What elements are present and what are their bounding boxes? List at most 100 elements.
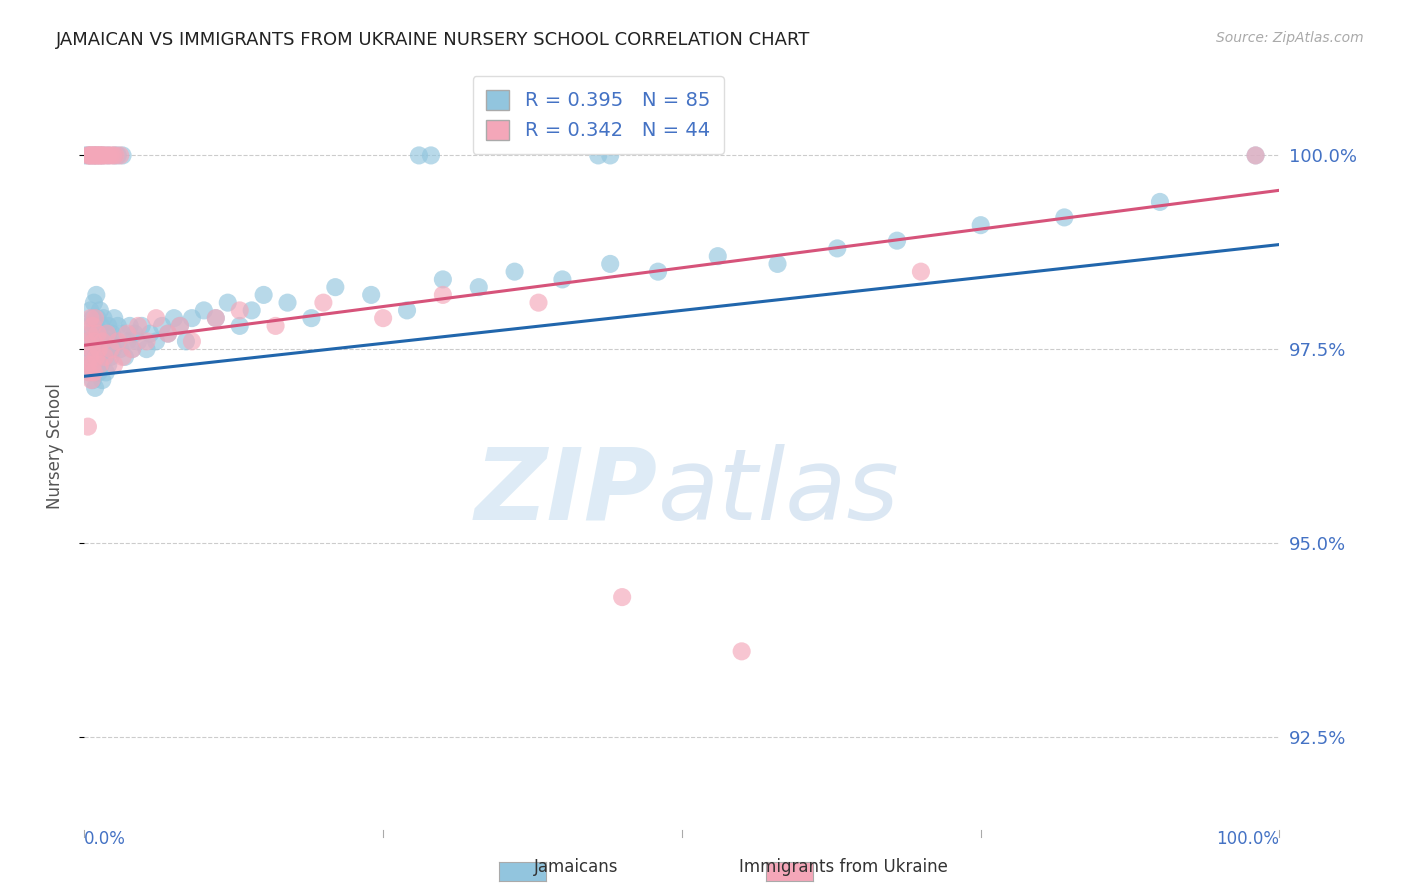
Point: [76, 334, 98, 349]
Y-axis label: Nursery School: Nursery School: [45, 383, 63, 509]
Point: [83, 334, 105, 349]
Point: [135, 334, 157, 349]
Point: [157, 326, 180, 341]
Point: [599, 148, 621, 162]
Point: [79, 148, 101, 162]
Point: [551, 272, 574, 286]
Point: [96, 326, 118, 341]
Point: [82, 358, 104, 372]
Point: [1244, 148, 1267, 162]
Point: [86, 326, 108, 341]
Point: [312, 295, 335, 310]
Point: [229, 303, 252, 318]
Point: [83, 295, 105, 310]
Point: [240, 303, 263, 318]
Point: [468, 280, 491, 294]
Point: [86, 342, 108, 356]
Point: [77, 326, 100, 341]
Point: [599, 257, 621, 271]
Point: [97, 318, 120, 333]
Point: [79, 303, 101, 318]
Point: [264, 318, 287, 333]
Point: [127, 318, 149, 333]
Point: [169, 318, 191, 333]
Point: [80, 326, 103, 341]
Point: [100, 342, 122, 356]
Point: [100, 148, 122, 162]
Point: [86, 311, 108, 326]
Point: [169, 318, 191, 333]
Point: [1244, 148, 1267, 162]
Point: [90, 148, 112, 162]
Point: [110, 148, 132, 162]
Point: [107, 148, 129, 162]
Point: [87, 326, 110, 341]
Point: [86, 350, 108, 364]
Point: [84, 381, 107, 395]
Point: [163, 311, 186, 326]
Point: [1053, 211, 1076, 225]
Point: [97, 148, 120, 162]
Point: [150, 318, 173, 333]
Point: [97, 358, 120, 372]
Point: [131, 318, 153, 333]
Point: [103, 148, 125, 162]
Point: [98, 334, 121, 349]
Point: [217, 295, 239, 310]
Point: [77, 365, 100, 379]
Point: [111, 350, 134, 364]
Point: [111, 326, 134, 341]
Point: [77, 148, 100, 162]
Point: [89, 303, 111, 318]
Point: [100, 350, 122, 364]
Point: [205, 311, 228, 326]
Point: [94, 365, 117, 379]
Point: [82, 311, 104, 326]
Point: [83, 334, 105, 349]
Point: [86, 350, 108, 364]
Point: [373, 311, 395, 326]
Point: [117, 334, 139, 349]
Point: [174, 334, 197, 349]
Point: [87, 148, 110, 162]
Point: [73, 148, 96, 162]
Point: [93, 148, 115, 162]
Point: [104, 334, 127, 349]
Point: [84, 311, 107, 326]
Point: [83, 148, 105, 162]
Point: [229, 318, 252, 333]
Point: [82, 350, 104, 364]
Point: [107, 318, 129, 333]
Point: [396, 303, 419, 318]
Text: Jamaicans: Jamaicans: [534, 858, 619, 876]
Point: [503, 265, 526, 279]
Point: [766, 257, 789, 271]
Point: [93, 148, 115, 162]
Point: [181, 334, 204, 349]
Point: [91, 334, 114, 349]
Point: [121, 342, 143, 356]
Point: [94, 148, 117, 162]
Point: [86, 288, 108, 302]
Point: [117, 326, 139, 341]
Point: [77, 148, 100, 162]
Point: [91, 334, 114, 349]
Point: [93, 350, 115, 364]
Point: [86, 148, 108, 162]
Point: [118, 318, 141, 333]
Point: [432, 288, 454, 302]
Point: [121, 342, 143, 356]
Point: [707, 249, 730, 263]
Point: [93, 311, 115, 326]
Legend: R = 0.395   N = 85, R = 0.342   N = 44: R = 0.395 N = 85, R = 0.342 N = 44: [472, 76, 724, 154]
Point: [827, 241, 849, 255]
Point: [77, 365, 100, 379]
Point: [420, 148, 443, 162]
Point: [77, 318, 100, 333]
Point: [80, 358, 103, 372]
Point: [205, 311, 228, 326]
Point: [84, 318, 107, 333]
Point: [101, 148, 124, 162]
Point: [79, 342, 101, 356]
Point: [77, 358, 100, 372]
